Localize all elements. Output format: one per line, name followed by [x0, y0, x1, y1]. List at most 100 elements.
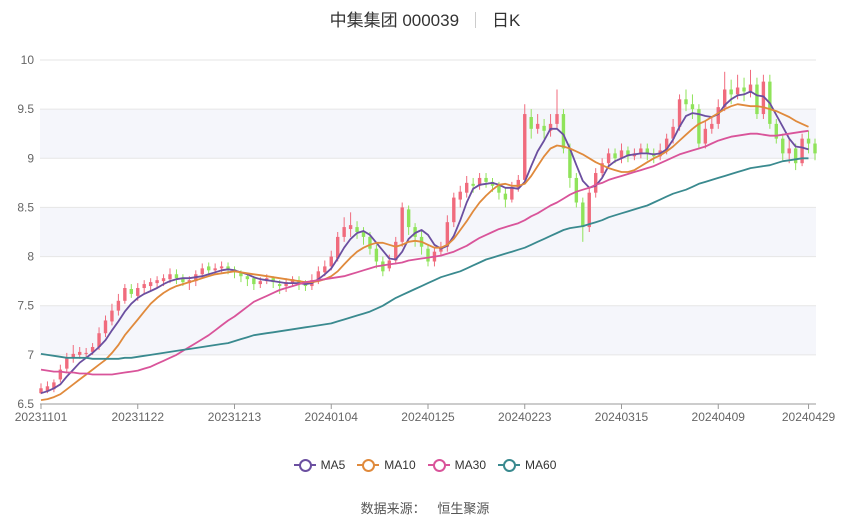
candle-body [535, 123, 540, 129]
legend-label: MA60 [525, 458, 557, 472]
candle-body [729, 89, 733, 95]
candle-body [587, 192, 591, 228]
candle-body [703, 128, 708, 144]
candle-body [348, 225, 353, 230]
candle-body [548, 123, 553, 131]
candle-body [84, 352, 88, 354]
candle-body [761, 81, 766, 115]
candle-body [690, 104, 695, 110]
legend-item-ma10[interactable]: MA10 [357, 458, 416, 472]
x-tick-label: 20240104 [305, 410, 359, 424]
data-source: 数据来源： 恒生聚源 [0, 498, 850, 517]
candle-body [181, 278, 185, 283]
candle-body [258, 281, 262, 285]
x-tick-label: 20240315 [595, 410, 649, 424]
y-tick-label: 8.5 [17, 200, 34, 214]
candle-body [503, 193, 508, 200]
candle-body [323, 266, 327, 273]
candle-body [600, 163, 604, 174]
ma-line-ma30 [40, 129, 809, 376]
x-tick-label: 20240223 [498, 410, 552, 424]
candle-body [90, 346, 95, 352]
candle-body [523, 114, 527, 180]
candle-body [619, 150, 624, 159]
candle-body [400, 207, 404, 242]
legend-label: MA5 [320, 458, 346, 472]
candle-body [110, 310, 114, 322]
candle-body [284, 282, 288, 287]
candle-body [594, 173, 598, 193]
legend-item-ma5[interactable]: MA5 [293, 458, 346, 472]
candle-body [477, 177, 482, 186]
candle-body [277, 284, 282, 287]
candle-body [245, 276, 250, 280]
chart-header: 中集集团 000039 日K [0, 6, 850, 31]
candle-body [368, 236, 372, 249]
y-tick-label: 9.5 [17, 102, 34, 116]
candle-body [39, 388, 43, 394]
candle-body [626, 150, 630, 157]
candle-body [374, 248, 379, 262]
x-tick-label: 20240429 [782, 410, 836, 424]
candle-body [664, 138, 669, 151]
grid-band [40, 305, 816, 355]
candle-body [297, 280, 301, 285]
candle-body [381, 261, 385, 272]
candle-body [613, 153, 617, 159]
legend-swatch [357, 459, 380, 472]
legend-item-ma30[interactable]: MA30 [427, 458, 486, 472]
candle-body [406, 209, 411, 228]
y-tick-label: 10 [21, 53, 35, 67]
source-label: 数据来源： [360, 501, 426, 516]
candle-body [65, 357, 69, 369]
candle-body [97, 333, 101, 347]
candle-body [316, 271, 321, 281]
candle-body [465, 182, 469, 193]
candle-body [303, 284, 308, 287]
period-label: 日K [492, 11, 521, 30]
candle-body [574, 177, 579, 203]
title-separator [475, 12, 477, 28]
candle-body [723, 89, 727, 108]
candle-body [252, 278, 256, 285]
x-tick-label: 20240409 [692, 410, 746, 424]
candle-body [226, 266, 230, 270]
x-tick-label: 20231122 [112, 410, 165, 424]
candle-body [355, 227, 359, 232]
candle-body [129, 289, 133, 294]
candle-body [52, 382, 56, 390]
candle-body [555, 114, 559, 124]
y-tick-label: 9 [27, 151, 34, 165]
candle-body [219, 266, 224, 269]
ma-line-ma5 [40, 90, 809, 395]
candle-body [394, 241, 398, 261]
candle-body [742, 87, 746, 92]
candle-body [168, 274, 172, 280]
x-tick-label: 20240125 [401, 410, 455, 424]
candle-body [458, 191, 462, 200]
candle-body [490, 181, 495, 186]
candle-body [123, 288, 127, 301]
legend-label: MA10 [384, 458, 416, 472]
candle-body [271, 278, 275, 283]
candle-body [606, 153, 611, 164]
y-tick-label: 7.5 [17, 299, 34, 313]
candle-body [787, 148, 791, 154]
candle-body [774, 123, 778, 139]
candle-body [290, 279, 295, 284]
legend-item-ma60[interactable]: MA60 [498, 458, 556, 472]
candle-body [174, 274, 179, 279]
candle-body [103, 320, 108, 334]
candle-body [142, 284, 146, 289]
candle-body [813, 143, 817, 154]
x-tick-label: 20231213 [208, 410, 262, 424]
y-tick-label: 6.5 [17, 397, 34, 411]
candle-body [484, 177, 488, 182]
candle-body [510, 187, 514, 200]
candle-body [684, 99, 688, 105]
candle-body [716, 107, 720, 124]
candle-body [639, 148, 643, 154]
candle-body [207, 266, 211, 271]
candle-body [471, 183, 475, 186]
candle-body [529, 117, 533, 129]
